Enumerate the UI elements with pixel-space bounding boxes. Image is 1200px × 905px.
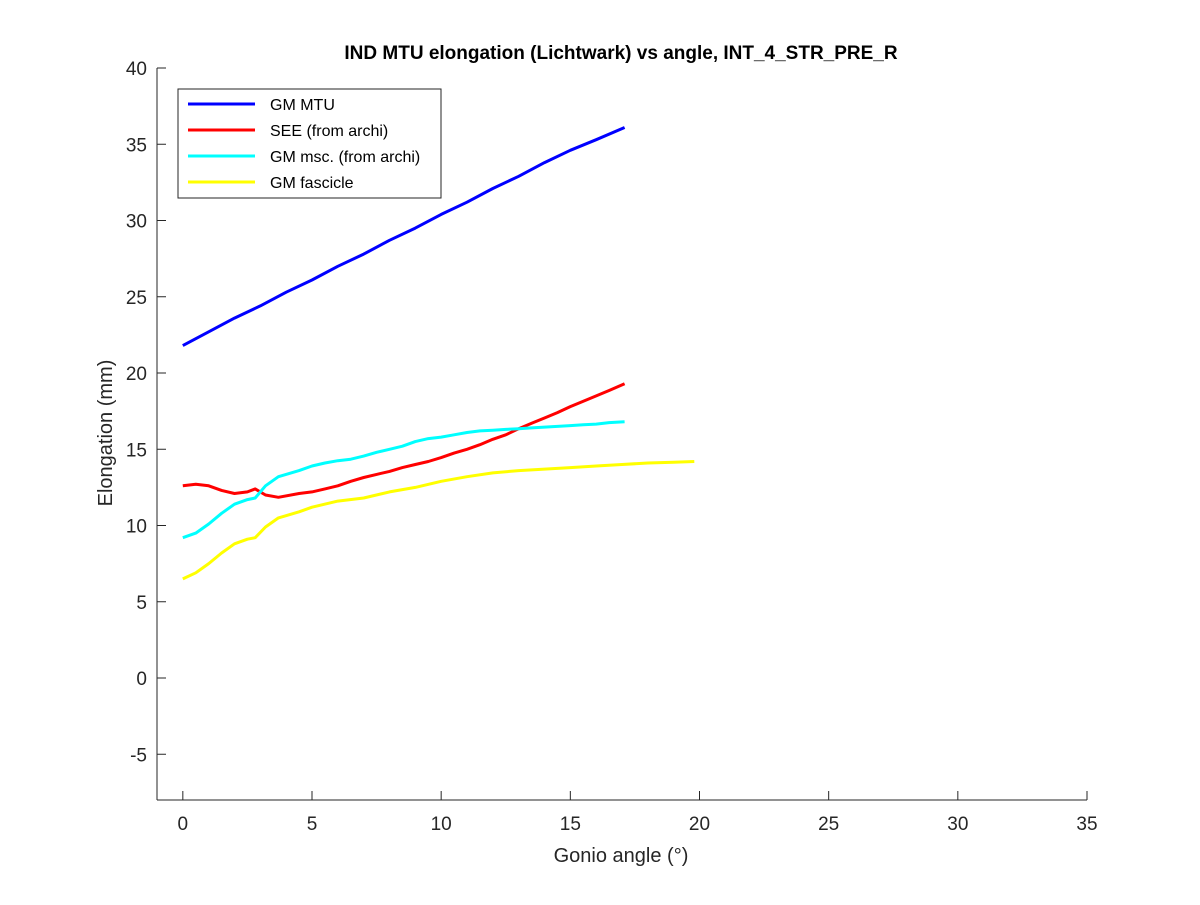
y-tick-label: 0 xyxy=(136,669,147,690)
y-tick-label: 15 xyxy=(126,440,147,461)
x-tick-label: 25 xyxy=(818,814,839,835)
legend-label-0: GM MTU xyxy=(270,97,335,114)
x-axis-label: Gonio angle (°) xyxy=(554,845,689,867)
legend-label-2: GM msc. (from archi) xyxy=(270,149,420,166)
y-tick-label: 10 xyxy=(126,517,147,538)
legend: GM MTU SEE (from archi) GM msc. (from arch… xyxy=(177,88,442,199)
series-line-2 xyxy=(182,420,625,540)
x-tick-label: 20 xyxy=(689,814,710,835)
legend-box xyxy=(177,88,442,199)
x-tick-label: 10 xyxy=(431,814,452,835)
y-tick-label: 20 xyxy=(126,364,147,385)
x-tick-label: 0 xyxy=(178,814,189,835)
chart-title: IND MTU elongation (Lichtwark) vs angle,… xyxy=(344,43,897,64)
y-tick-label: 25 xyxy=(126,288,147,309)
series-line-0 xyxy=(182,126,626,347)
x-tick-label: 15 xyxy=(560,814,581,835)
series-line-3 xyxy=(182,460,695,581)
series-line-1 xyxy=(182,382,626,499)
legend-label-3: GM fascicle xyxy=(270,175,354,192)
y-tick-label: 5 xyxy=(136,593,147,614)
legend-label-1: SEE (from archi) xyxy=(270,123,388,140)
x-tick-label: 35 xyxy=(1076,814,1097,835)
y-axis-label: Elongation (mm) xyxy=(95,360,117,507)
y-tick-label: 30 xyxy=(126,212,147,233)
y-tick-label: 35 xyxy=(126,135,147,156)
y-tick-label: -5 xyxy=(130,745,147,766)
y-tick-label: 40 xyxy=(126,59,147,80)
x-tick-label: 5 xyxy=(307,814,318,835)
x-tick-label: 30 xyxy=(947,814,968,835)
axes-layer: 0 5 10 15 20 25 30 35 -5 0 5 10 15 20 25 30 35 40 xyxy=(126,59,1098,835)
series-layer xyxy=(182,126,695,581)
